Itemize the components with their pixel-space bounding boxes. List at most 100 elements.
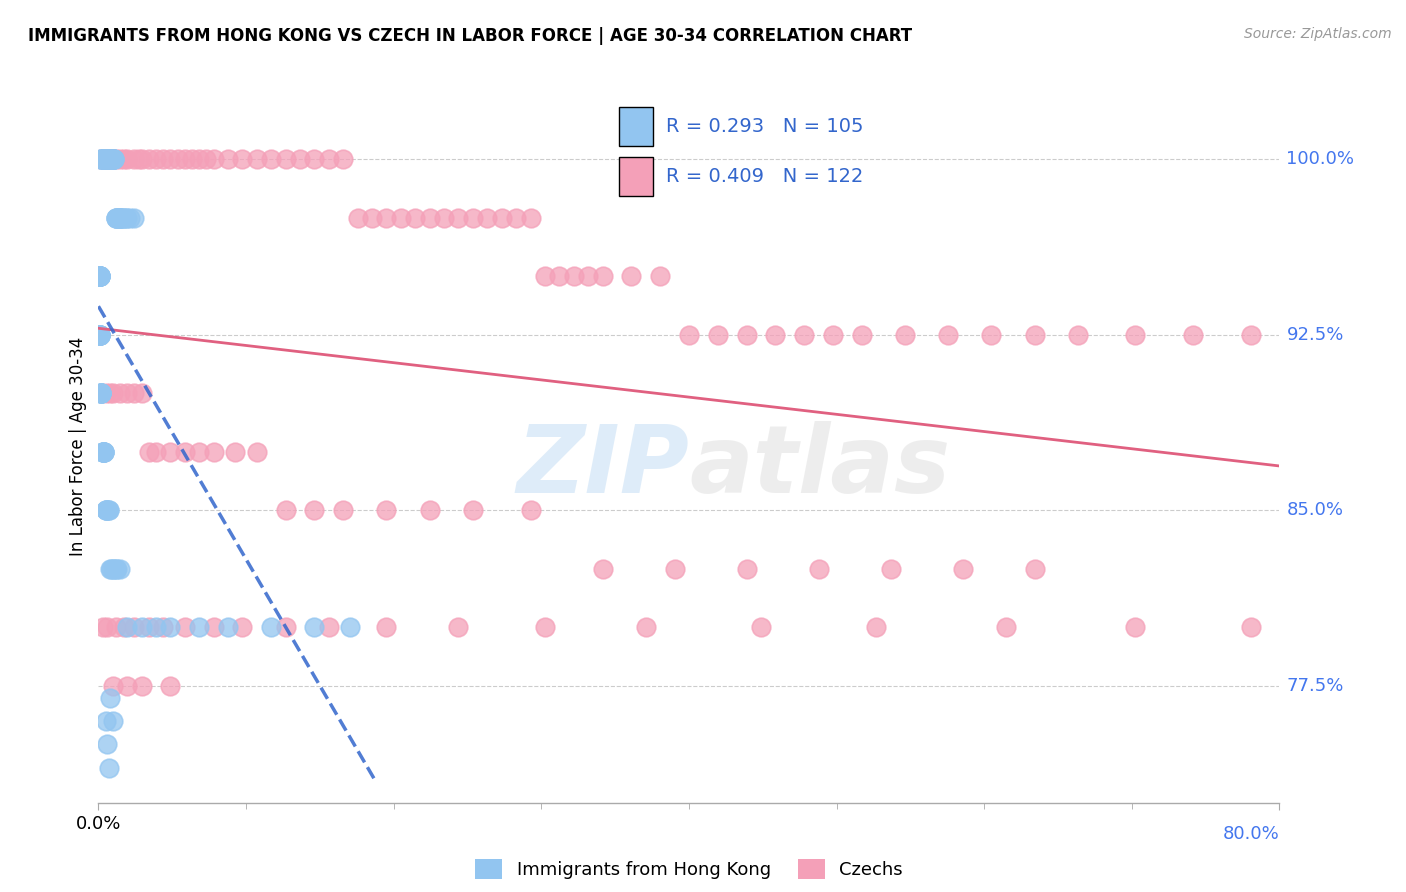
Point (89, 269, 111, 284)
Point (217, 153, 239, 167)
Point (131, 679, 153, 693)
Point (304, 153, 326, 167)
Point (576, 269, 599, 284)
Point (548, 269, 571, 284)
Point (145, 153, 167, 167)
Point (89, 269, 111, 284)
Point (91, 445, 114, 459)
Point (217, 620, 239, 634)
Point (100, 562, 122, 576)
Point (1240, 620, 1263, 634)
Point (246, 445, 269, 459)
Point (111, 211, 134, 225)
Point (107, 211, 129, 225)
Point (93, 153, 115, 167)
Point (274, 153, 297, 167)
Point (104, 153, 127, 167)
Point (304, 503, 326, 517)
Point (96, 503, 118, 517)
Point (108, 562, 131, 576)
Point (375, 211, 398, 225)
Point (735, 327, 758, 342)
Point (124, 153, 146, 167)
Point (318, 620, 340, 634)
Point (124, 620, 146, 634)
Point (94, 503, 117, 517)
Point (173, 153, 195, 167)
Point (90, 386, 112, 401)
Point (93, 445, 115, 459)
Point (100, 153, 122, 167)
Point (592, 562, 614, 576)
Point (375, 503, 398, 517)
Point (103, 153, 125, 167)
Point (97, 153, 120, 167)
Point (138, 153, 160, 167)
Point (93, 153, 115, 167)
Point (124, 211, 146, 225)
Point (96, 153, 118, 167)
Point (1182, 327, 1205, 342)
Point (101, 386, 124, 401)
Point (100, 153, 122, 167)
Point (505, 211, 527, 225)
Point (110, 211, 132, 225)
Y-axis label: In Labor Force | Age 30-34: In Labor Force | Age 30-34 (69, 336, 87, 556)
Point (519, 503, 541, 517)
Point (793, 327, 815, 342)
Point (159, 445, 181, 459)
Point (93, 153, 115, 167)
Point (94, 503, 117, 517)
Point (138, 445, 160, 459)
Point (994, 620, 1017, 634)
Point (592, 269, 614, 284)
Point (112, 153, 135, 167)
Point (159, 153, 181, 167)
Point (89, 269, 111, 284)
Point (231, 153, 253, 167)
Point (101, 714, 124, 728)
Point (952, 562, 974, 576)
Point (879, 562, 901, 576)
Text: 85.0%: 85.0% (1286, 501, 1344, 519)
Point (89, 327, 111, 342)
Point (108, 386, 131, 401)
Point (152, 153, 174, 167)
Point (332, 503, 354, 517)
Legend: Immigrants from Hong Kong, Czechs: Immigrants from Hong Kong, Czechs (468, 852, 910, 887)
Text: Source: ZipAtlas.com: Source: ZipAtlas.com (1244, 27, 1392, 41)
Point (104, 211, 127, 225)
Point (91, 445, 114, 459)
Point (110, 211, 132, 225)
Point (96, 153, 118, 167)
Point (115, 153, 138, 167)
Point (108, 211, 131, 225)
Point (851, 327, 873, 342)
Point (706, 327, 728, 342)
Point (89, 269, 111, 284)
Point (94, 153, 117, 167)
Point (361, 211, 384, 225)
Point (131, 386, 153, 401)
Point (1067, 327, 1090, 342)
Point (112, 211, 135, 225)
Point (103, 153, 125, 167)
Point (332, 153, 354, 167)
Point (115, 211, 138, 225)
Point (288, 153, 311, 167)
Text: 100.0%: 100.0% (1286, 151, 1354, 169)
Point (98, 690, 121, 705)
Point (1240, 327, 1263, 342)
Point (97, 761, 120, 775)
Point (807, 562, 830, 576)
Point (97, 153, 120, 167)
Point (90, 386, 112, 401)
Point (128, 153, 150, 167)
Point (433, 211, 456, 225)
Point (120, 211, 142, 225)
Point (202, 620, 225, 634)
Text: ZIP: ZIP (516, 421, 689, 514)
Point (152, 620, 174, 634)
Point (89, 269, 111, 284)
Point (749, 620, 772, 634)
